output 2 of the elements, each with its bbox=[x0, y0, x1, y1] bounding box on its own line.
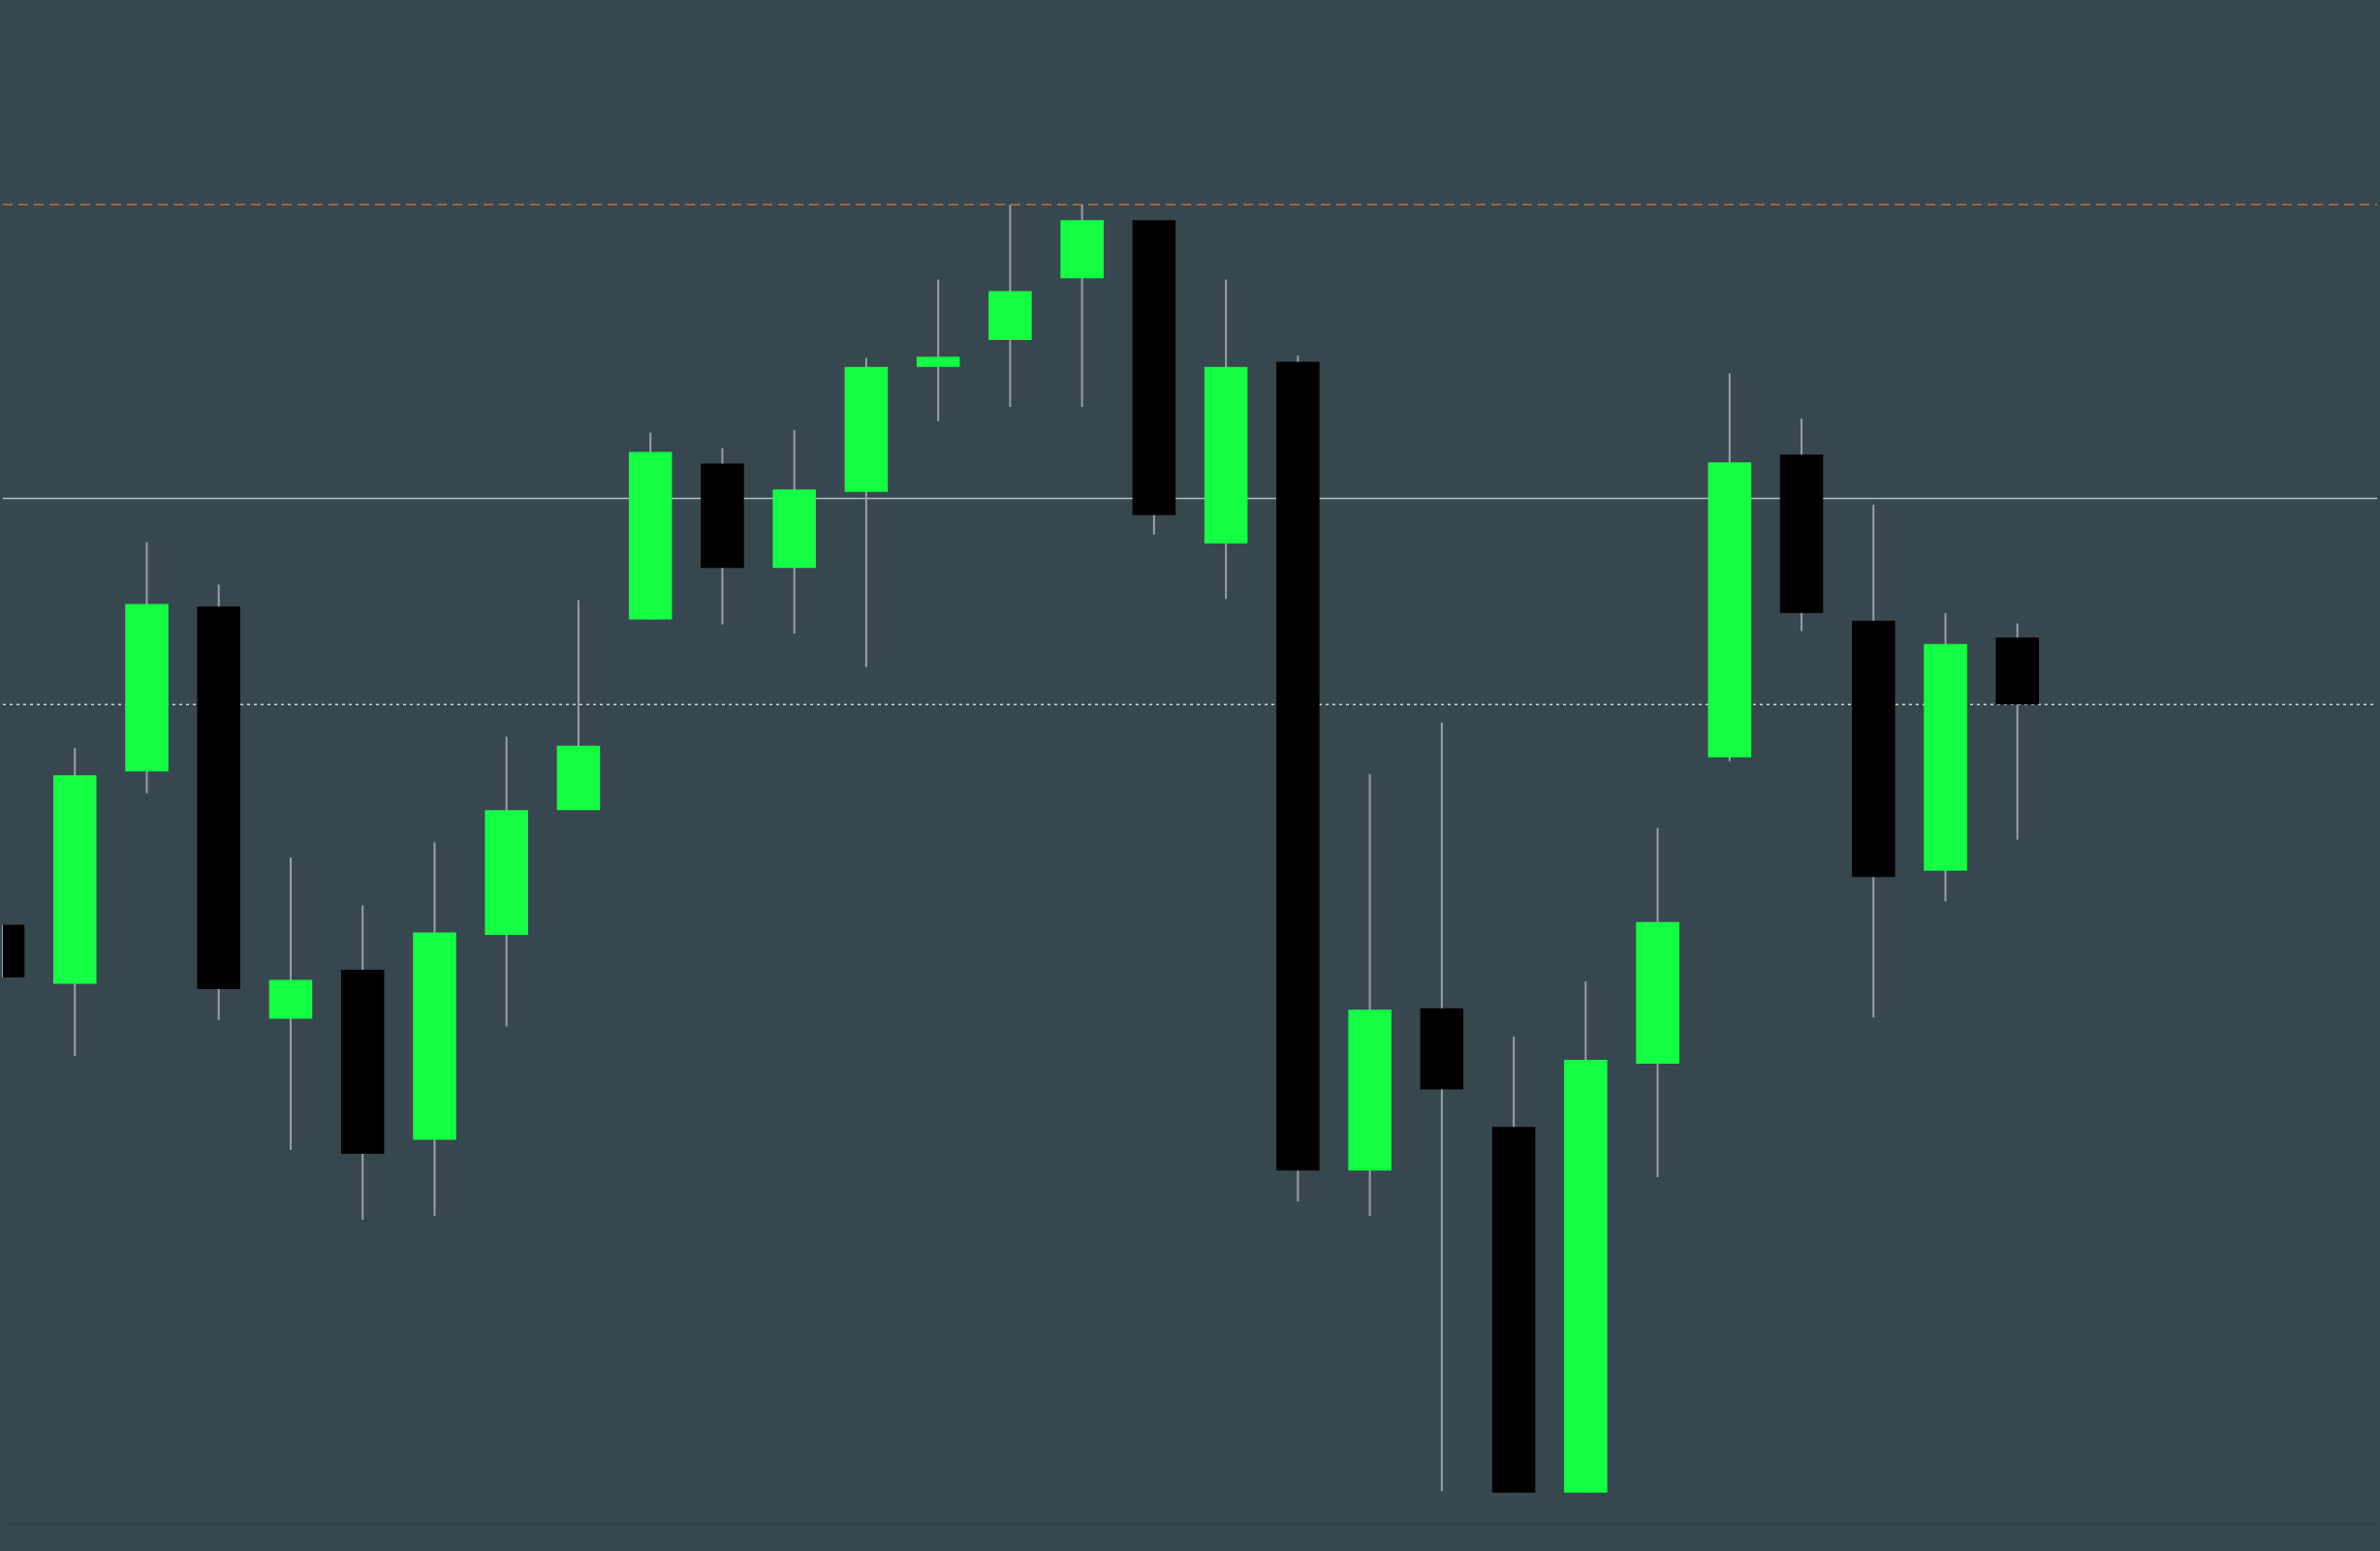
candlestick bbox=[916, 278, 960, 422]
candlestick bbox=[1420, 721, 1464, 1493]
